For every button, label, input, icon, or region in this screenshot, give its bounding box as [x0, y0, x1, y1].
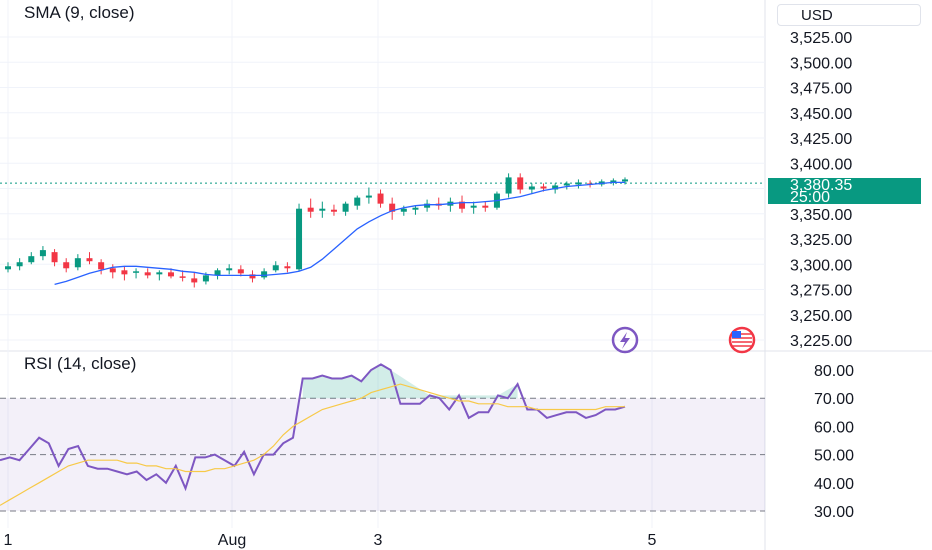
candle-body: [470, 205, 477, 208]
candle-body: [459, 201, 466, 209]
time-tick-label: Aug: [218, 532, 246, 549]
rsi-tick-label: 60.00: [814, 419, 854, 436]
rsi-indicator-label: RSI (14, close): [24, 354, 137, 373]
flash-icon-bolt: [620, 332, 630, 349]
last-price-tag: 3,380.35 25:00: [768, 177, 921, 206]
candle-body: [214, 270, 221, 276]
candle-body: [505, 177, 512, 194]
candle-body: [63, 262, 70, 269]
rsi-tick-label: 40.00: [814, 476, 854, 493]
price-tick-label: 3,325.00: [790, 232, 852, 249]
candle-body: [389, 203, 396, 212]
price-tick-label: 3,425.00: [790, 131, 852, 148]
candle-body: [16, 262, 23, 267]
price-tick-label: 3,450.00: [790, 106, 852, 123]
candle-body: [86, 258, 93, 262]
candle-body: [272, 265, 279, 271]
candle-body: [482, 205, 489, 208]
candle-body: [622, 179, 628, 182]
price-tick-label: 3,350.00: [790, 207, 852, 224]
candle-body: [319, 208, 326, 211]
candle-body: [517, 177, 524, 190]
price-tick-label: 3,500.00: [790, 55, 852, 72]
flash-icon: [611, 326, 639, 354]
price-tick-label: 3,250.00: [790, 308, 852, 325]
us-flag-icon: [728, 326, 756, 354]
candle-body: [5, 266, 11, 270]
time-tick-label: 5: [648, 532, 657, 549]
price-tick-label: 3,275.00: [790, 283, 852, 300]
rsi-line: [0, 363, 626, 492]
candle-body: [156, 272, 163, 275]
price-tick-label: 3,525.00: [790, 30, 852, 47]
candle-body: [377, 193, 384, 204]
rsi-tick-label: 50.00: [814, 448, 854, 465]
price-tick-label: 3,300.00: [790, 257, 852, 274]
candle-body: [284, 266, 291, 269]
candle-body: [540, 186, 547, 189]
flash-icon-ring: [611, 326, 639, 354]
candle-body: [342, 203, 349, 212]
us-flag-canton: [732, 331, 741, 338]
rsi-ma-line: [0, 383, 625, 506]
candle-body: [610, 180, 617, 183]
candle-body: [261, 271, 268, 278]
candle-body: [74, 258, 81, 268]
rsi-overbought-fill: [302, 364, 518, 399]
rsi-tick-label: 70.00: [814, 391, 854, 408]
candle-body: [249, 274, 256, 279]
candle-body: [226, 268, 233, 271]
candle-body: [575, 182, 582, 185]
last-price-value: 3,380.35: [790, 177, 853, 194]
price-tick-label: 3,225.00: [790, 333, 852, 350]
candle-body: [51, 252, 58, 263]
candle-body: [296, 208, 303, 270]
bar-countdown: 25:00: [790, 189, 831, 206]
candle-body: [307, 207, 314, 212]
time-tick-label: 3: [374, 532, 383, 549]
price-tick-label: 3,475.00: [790, 81, 852, 98]
candle-body: [133, 271, 140, 273]
candle-body: [412, 207, 419, 210]
candle-body: [330, 209, 337, 212]
candle-body: [179, 276, 186, 278]
rsi-tick-label: 30.00: [814, 504, 854, 521]
sma-line: [54, 181, 625, 286]
candle-body: [98, 262, 105, 270]
candle-body: [121, 270, 128, 275]
candle-body: [400, 208, 407, 212]
candle-body: [552, 185, 559, 190]
candle-body: [39, 250, 46, 257]
candle-body: [563, 183, 570, 186]
candle-body: [28, 256, 35, 263]
rsi-tick-label: 80.00: [814, 363, 854, 380]
sma-indicator-label: SMA (9, close): [24, 3, 135, 22]
candle-body: [167, 272, 174, 277]
currency-selector[interactable]: USD: [777, 4, 921, 26]
candle-body: [528, 186, 535, 190]
candle-body: [424, 203, 431, 208]
candle-body: [365, 195, 372, 198]
price-tick-label: 3,400.00: [790, 156, 852, 173]
candle-body: [202, 275, 209, 282]
candle-body: [191, 278, 198, 283]
candle-body: [237, 269, 244, 274]
time-tick-label: 1: [4, 532, 13, 549]
candle-body: [144, 272, 151, 276]
candle-body: [354, 197, 361, 206]
candle-body: [109, 268, 116, 273]
